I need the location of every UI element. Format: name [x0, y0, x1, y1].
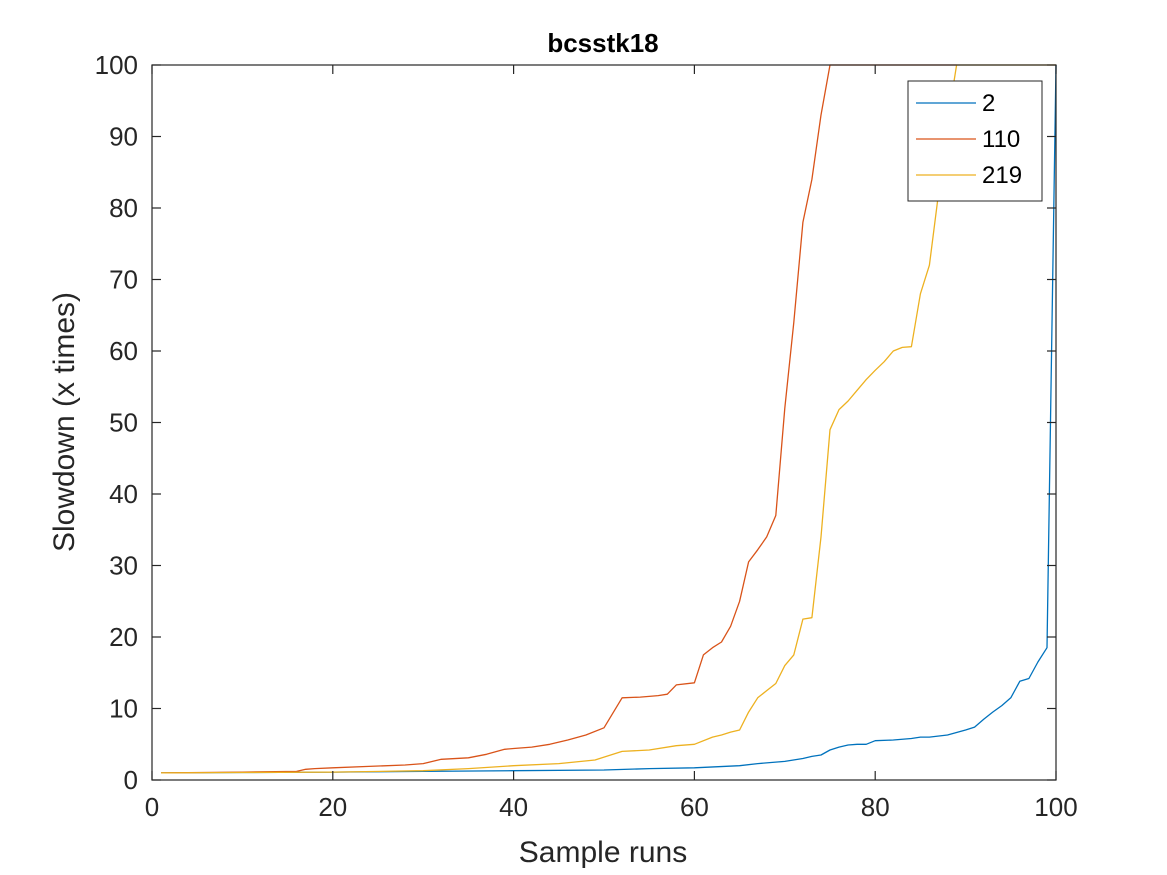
y-tick-label: 80: [109, 193, 138, 223]
y-tick-label: 20: [109, 622, 138, 652]
legend-label-2: 110: [982, 126, 1020, 153]
legend-box: [907, 80, 1043, 202]
legend: 2 110 219: [907, 80, 1043, 202]
legend-label-1: 2: [982, 90, 995, 117]
y-tick-label: 0: [124, 765, 138, 795]
x-tick-label: 100: [1034, 792, 1077, 822]
y-tick-label: 90: [109, 122, 138, 152]
y-tick-label: 10: [109, 694, 138, 724]
y-tick-label: 40: [109, 479, 138, 509]
y-tick-label: 100: [95, 50, 138, 80]
chart-title: bcsstk18: [547, 28, 658, 58]
x-tick-label: 20: [318, 792, 347, 822]
series-line-1: [160, 64, 1057, 774]
y-tick-label: 60: [109, 336, 138, 366]
y-tick-label: 50: [109, 408, 138, 438]
series-layer: [160, 64, 1057, 774]
series-line-2: [160, 64, 957, 774]
legend-label-3: 219: [982, 162, 1022, 189]
x-tick-label: 60: [680, 792, 709, 822]
axes-layer: 0 20 40 60 80 100 0 10 20 30 40 50 60 70 80 90 100: [95, 50, 1078, 822]
x-axis-label: Sample runs: [519, 836, 687, 869]
y-tick-label: 30: [109, 551, 138, 581]
y-axis-label: Slowdown (x times): [48, 292, 81, 552]
x-tick-label: 0: [145, 792, 159, 822]
x-tick-label: 80: [861, 792, 890, 822]
plot-background: [152, 65, 1056, 780]
y-tick-label: 70: [109, 265, 138, 295]
x-tick-label: 40: [499, 792, 528, 822]
series-line-3: [160, 64, 1056, 774]
plot-area: [152, 65, 1056, 780]
